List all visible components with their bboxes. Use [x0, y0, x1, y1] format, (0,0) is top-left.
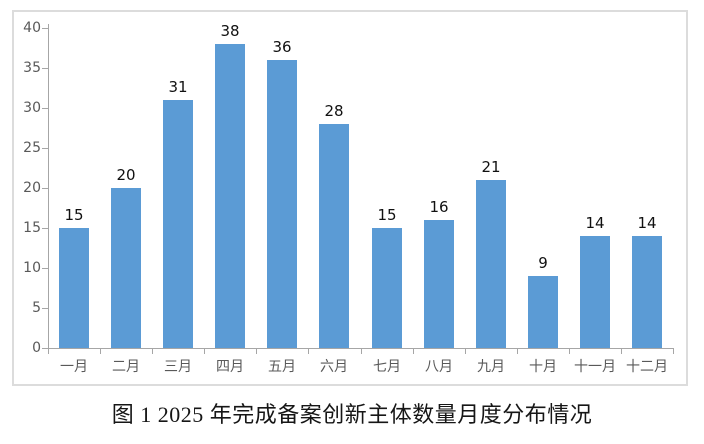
bar-value-label: 15: [377, 206, 397, 224]
bar: [163, 100, 193, 348]
bar-value-label: 31: [168, 78, 188, 96]
bar-value-label: 9: [538, 254, 548, 272]
x-axis-line: [48, 348, 674, 349]
y-axis-line: [48, 24, 49, 349]
x-axis-tick: [100, 349, 101, 354]
bar: [476, 180, 506, 348]
x-axis-tick: [361, 349, 362, 354]
x-tick-label: 三月: [164, 359, 192, 375]
x-axis-tick: [256, 349, 257, 354]
bar: [319, 124, 349, 348]
y-axis-tick: [42, 108, 48, 109]
figure-caption: 图 1 2025 年完成备案创新主体数量月度分布情况: [111, 402, 593, 427]
y-tick-label: 35: [23, 60, 41, 76]
y-axis-tick: [42, 188, 48, 189]
x-axis-tick: [621, 349, 622, 354]
bar: [267, 60, 297, 348]
bar-value-label: 15: [64, 206, 84, 224]
bar: [632, 236, 662, 348]
bar-value-label: 20: [116, 166, 136, 184]
bar: [111, 188, 141, 348]
bar-value-label: 21: [481, 158, 501, 176]
bar-value-label: 16: [429, 198, 449, 216]
x-axis-tick: [673, 349, 674, 354]
bar: [59, 228, 89, 348]
y-tick-label: 25: [23, 140, 41, 156]
x-axis-tick: [517, 349, 518, 354]
x-tick-label: 十一月: [574, 359, 616, 375]
y-axis-tick: [42, 348, 48, 349]
x-tick-label: 六月: [320, 359, 348, 375]
x-tick-label: 十月: [529, 359, 557, 375]
bar-chart-frame: 0 5 10 15 20 25 30 35 40 15 一月 20 二月 31 三月 38 四月 36 五月 28 六月…: [12, 10, 688, 386]
bar: [215, 44, 245, 348]
x-axis-tick: [308, 349, 309, 354]
x-tick-label: 九月: [477, 359, 505, 375]
y-axis-tick: [42, 148, 48, 149]
y-axis-tick: [42, 308, 48, 309]
bar-value-label: 36: [272, 38, 292, 56]
y-tick-label: 10: [23, 260, 41, 276]
x-axis-tick: [152, 349, 153, 354]
bar-value-label: 38: [220, 22, 240, 40]
y-tick-label: 0: [32, 340, 41, 356]
y-tick-label: 30: [23, 100, 41, 116]
y-tick-label: 15: [23, 220, 41, 236]
bar-value-label: 28: [324, 102, 344, 120]
y-axis-tick: [42, 268, 48, 269]
y-axis-tick: [42, 68, 48, 69]
bar-value-label: 14: [637, 214, 657, 232]
x-tick-label: 二月: [112, 359, 140, 375]
bar: [372, 228, 402, 348]
bar: [580, 236, 610, 348]
x-axis-tick: [204, 349, 205, 354]
y-axis-tick: [42, 228, 48, 229]
x-axis-tick: [413, 349, 414, 354]
x-tick-label: 八月: [425, 359, 453, 375]
x-tick-label: 四月: [216, 359, 244, 375]
x-axis-tick: [48, 349, 49, 354]
bar: [528, 276, 558, 348]
x-axis-tick: [465, 349, 466, 354]
y-tick-label: 20: [23, 180, 41, 196]
bar-value-label: 14: [585, 214, 605, 232]
bar: [424, 220, 454, 348]
x-tick-label: 五月: [268, 359, 296, 375]
y-tick-label: 40: [23, 20, 41, 36]
x-tick-label: 一月: [60, 359, 88, 375]
x-tick-label: 七月: [373, 359, 401, 375]
x-axis-tick: [569, 349, 570, 354]
y-tick-label: 5: [32, 300, 41, 316]
y-axis-tick: [42, 28, 48, 29]
x-tick-label: 十二月: [626, 359, 668, 375]
